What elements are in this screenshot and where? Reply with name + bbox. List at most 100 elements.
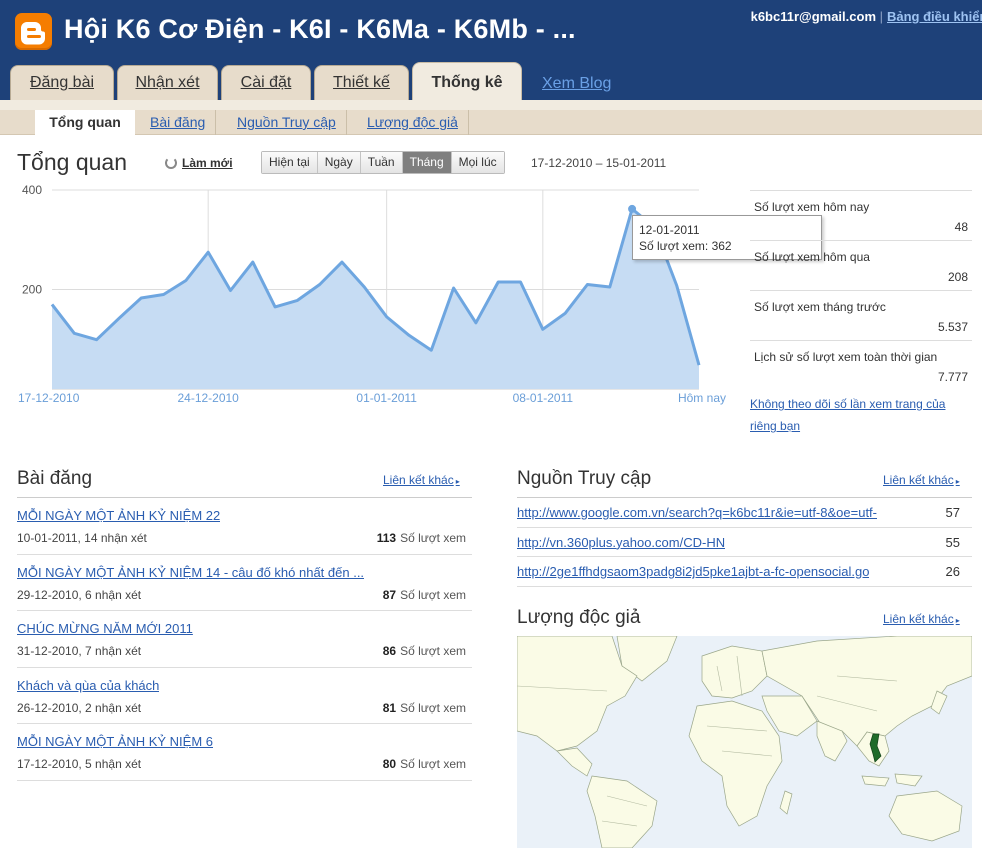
tab-stats[interactable]: Thống kê — [412, 62, 522, 100]
tab-design[interactable]: Thiết kế — [314, 65, 409, 100]
stat-value: 208 — [947, 270, 968, 284]
chart-ticks: 400 200 17-12-2010 24-12-2010 01-01-2011 08-0… — [18, 183, 726, 405]
post-views-suffix: Số lượt xem — [400, 644, 466, 659]
tooltip-date: 12-01-2011 — [639, 223, 700, 237]
stat-yesterday: Số lượt xem hôm qua 208 — [750, 240, 972, 290]
tab-post[interactable]: Đăng bài — [10, 65, 114, 100]
post-views: 113 Số lượt xem — [377, 531, 466, 545]
arrow-right-icon: ▸ — [455, 477, 460, 486]
list-item: Khách và qùa của khách 26-12-2010, 2 nhậ… — [17, 668, 472, 725]
more-link-label: Liên kết khác — [883, 612, 954, 626]
post-views-suffix: Số lượt xem — [400, 587, 466, 602]
subtabs-spacer — [0, 100, 982, 110]
post-title-link[interactable]: CHÚC MỪNG NĂM MỚI 2011 — [17, 621, 193, 637]
subtab-audience[interactable]: Lượng độc giả — [357, 110, 469, 135]
more-link-label: Liên kết khác — [883, 473, 954, 487]
more-link-label: Liên kết khác — [383, 473, 454, 487]
chart-series-line — [50, 207, 701, 366]
post-views: 86 Số lượt xem — [383, 644, 466, 658]
posts-section-title: Bài đăng — [17, 468, 93, 489]
chart-tooltip: 12-01-2011 Số lượt xem: 362 — [632, 215, 822, 260]
post-view-count: 81 — [382, 700, 397, 715]
tab-comments[interactable]: Nhận xét — [117, 65, 218, 100]
chart-svg: 400 200 17-12-2010 24-12-2010 01-01-2011 08-0… — [18, 183, 726, 405]
chart-area-fill — [52, 208, 699, 389]
stat-all-time: Lịch sử số lượt xem toàn thời gian 7.777 — [750, 340, 972, 390]
post-views-suffix: Số lượt xem — [400, 757, 466, 772]
y-tick-label: 400 — [22, 183, 42, 197]
post-view-count: 87 — [382, 587, 397, 602]
stats-panel: Số lượt xem hôm nay 48 Số lượt xem hôm q… — [750, 190, 972, 390]
header-separator: | — [879, 9, 883, 24]
arrow-right-icon: ▸ — [955, 477, 960, 486]
subtab-traffic-sources[interactable]: Nguồn Truy cập — [227, 110, 347, 135]
blogger-header: Hội K6 Cơ Điện - K6I - K6Ma - K6Mb - ...… — [0, 0, 982, 100]
audience-more-link[interactable]: Liên kết khác ▸ — [883, 612, 960, 626]
stat-value: 48 — [954, 220, 968, 234]
list-item: http://www.google.com.vn/search?q=k6bc11… — [517, 498, 972, 528]
tab-settings[interactable]: Cài đặt — [221, 65, 311, 100]
page-title: Tổng quan — [17, 149, 127, 175]
post-meta: 26-12-2010, 2 nhận xét — [17, 700, 142, 715]
blogger-logo-icon[interactable] — [15, 13, 52, 50]
posts-more-link[interactable]: Liên kết khác ▸ — [383, 473, 460, 487]
list-item: http://2ge1ffhdgsaom3padg8i2jd5pke1ajbt-… — [517, 557, 972, 587]
sources-list: http://www.google.com.vn/search?q=k6bc11… — [517, 497, 972, 587]
post-views: 80 Số lượt xem — [383, 757, 466, 771]
stat-last-month: Số lượt xem tháng trước 5.537 — [750, 290, 972, 340]
range-now-button[interactable]: Hiện tại — [262, 152, 318, 173]
posts-list: MỖI NGÀY MỘT ẢNH KỶ NIỆM 22 10-01-2011, … — [17, 497, 472, 781]
source-url-link[interactable]: http://www.google.com.vn/search?q=k6bc11… — [517, 505, 877, 520]
stat-label: Số lượt xem tháng trước — [754, 300, 886, 314]
post-views: 87 Số lượt xem — [383, 588, 466, 602]
chart-point — [628, 204, 637, 213]
source-count: 57 — [945, 505, 960, 520]
x-tick-label: Hôm nay — [678, 391, 726, 405]
post-meta: 31-12-2010, 7 nhận xét — [17, 644, 142, 659]
source-count: 26 — [945, 564, 960, 579]
post-title-link[interactable]: MỖI NGÀY MỘT ẢNH KỶ NIỆM 6 — [17, 734, 213, 750]
stat-label: Số lượt xem hôm nay — [754, 200, 870, 214]
range-month-button[interactable]: Tháng — [402, 152, 452, 173]
refresh-link[interactable]: Làm mới — [182, 156, 233, 170]
sub-tabs: Tổng quan Bài đăng Nguồn Truy cập Lượng … — [0, 110, 982, 136]
stat-today: Số lượt xem hôm nay 48 — [750, 190, 972, 240]
post-views-suffix: Số lượt xem — [400, 700, 466, 715]
range-day-button[interactable]: Ngày — [317, 152, 361, 173]
view-blog-link[interactable]: Xem Blog — [542, 75, 612, 92]
world-map-svg — [517, 636, 972, 848]
source-url-link[interactable]: http://2ge1ffhdgsaom3padg8i2jd5pke1ajbt-… — [517, 564, 870, 579]
stat-label: Số lượt xem hôm qua — [754, 250, 870, 264]
main-tabs: Đăng bài Nhận xét Cài đặt Thiết kế Thống… — [0, 62, 982, 100]
post-title-link[interactable]: Khách và qùa của khách — [17, 677, 160, 693]
time-range-selector: Hiện tại Ngày Tuần Tháng Mọi lúc — [261, 151, 505, 174]
post-meta: 10-01-2011, 14 nhận xét — [17, 531, 147, 545]
subtab-overview[interactable]: Tổng quan — [35, 110, 135, 136]
post-view-count: 80 — [382, 757, 397, 772]
audience-section-title: Lượng độc giả — [517, 607, 641, 628]
range-week-button[interactable]: Tuần — [360, 152, 403, 173]
source-count: 55 — [945, 534, 960, 550]
sources-more-link[interactable]: Liên kết khác ▸ — [883, 473, 960, 487]
y-tick-label: 200 — [22, 283, 42, 297]
world-map[interactable] — [517, 636, 972, 848]
tooltip-value: Số lượt xem: 362 — [639, 239, 732, 253]
stat-label: Lịch sử số lượt xem toàn thời gian — [754, 350, 938, 364]
post-view-count: 86 — [382, 644, 397, 659]
post-title-link[interactable]: MỖI NGÀY MỘT ẢNH KỶ NIỆM 14 - câu đố khó… — [17, 564, 365, 580]
arrow-right-icon: ▸ — [955, 616, 960, 625]
subtab-posts[interactable]: Bài đăng — [140, 110, 217, 135]
post-title-link[interactable]: MỖI NGÀY MỘT ẢNH KỶ NIỆM 22 — [17, 508, 221, 523]
refresh-icon[interactable] — [165, 157, 177, 169]
post-views-suffix: Số lượt xem — [400, 531, 466, 545]
dashboard-link[interactable]: Bảng điều khiển — [887, 9, 982, 24]
blog-title: Hội K6 Cơ Điện - K6I - K6Ma - K6Mb - ... — [64, 14, 576, 44]
post-view-count: 113 — [376, 531, 397, 545]
pageviews-chart[interactable]: 400 200 17-12-2010 24-12-2010 01-01-2011 08-0… — [0, 180, 740, 420]
range-all-time-button[interactable]: Mọi lúc — [451, 152, 504, 173]
date-range-label: 17-12-2010 – 15-01-2011 — [531, 156, 667, 170]
sources-section-title: Nguồn Truy cập — [517, 468, 652, 489]
list-item: MỖI NGÀY MỘT ẢNH KỶ NIỆM 6 17-12-2010, 5… — [17, 724, 472, 781]
stats-optout-link[interactable]: Không theo dõi số lần xem trang của riên… — [750, 397, 946, 433]
source-url-link[interactable]: http://vn.360plus.yahoo.com/CD-HN — [517, 534, 726, 550]
